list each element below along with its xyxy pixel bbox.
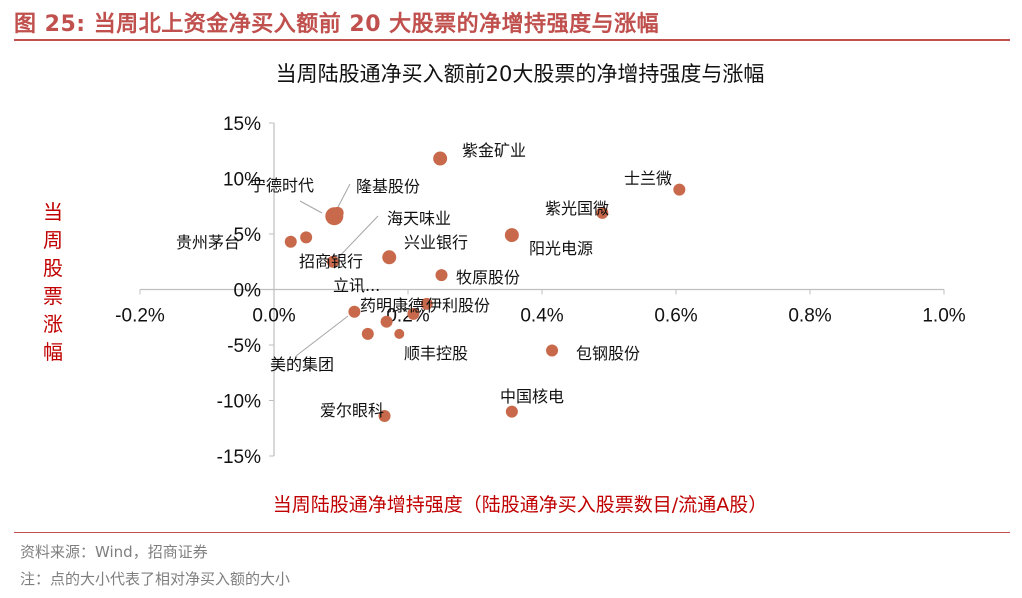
point-label: 兴业银行 bbox=[404, 233, 468, 252]
point-label: 牧原股份 bbox=[456, 268, 520, 287]
x-tick-label: 0.8% bbox=[788, 306, 831, 327]
x-tick-label: 0.0% bbox=[252, 306, 295, 327]
leader-line bbox=[295, 315, 349, 357]
y-tick-label: 0% bbox=[234, 281, 262, 302]
data-point bbox=[382, 250, 397, 265]
data-point bbox=[380, 315, 393, 328]
data-point bbox=[433, 151, 448, 166]
point-label: 紫光国微 bbox=[545, 199, 609, 218]
data-point bbox=[673, 183, 686, 196]
x-tick-label: 0.4% bbox=[520, 306, 563, 327]
point-label: 阳光电源 bbox=[529, 239, 593, 258]
data-point bbox=[407, 307, 420, 320]
y-tick-label: 5% bbox=[234, 225, 262, 246]
x-tick-label: -0.2% bbox=[115, 306, 165, 327]
point-label: 立讯... bbox=[333, 276, 380, 295]
point-label: 中国核电 bbox=[500, 387, 564, 406]
data-point bbox=[348, 305, 361, 318]
point-label: 包钢股份 bbox=[576, 344, 640, 363]
data-point bbox=[435, 269, 448, 282]
y-tick-label: 10% bbox=[223, 170, 261, 191]
point-label: 宁德时代 bbox=[250, 176, 314, 195]
y-axis-label: 当周股票涨幅 bbox=[43, 200, 63, 364]
y-tick-label: -10% bbox=[217, 392, 261, 413]
data-point bbox=[331, 206, 344, 219]
point-label: 顺丰控股 bbox=[404, 344, 468, 363]
y-tick-label: -15% bbox=[217, 447, 261, 468]
data-point bbox=[378, 410, 391, 423]
leader-line bbox=[299, 200, 323, 214]
source-note: 资料来源：Wind，招商证券 bbox=[20, 543, 208, 561]
data-point bbox=[504, 228, 519, 243]
point-label: 美的集团 bbox=[270, 355, 334, 374]
x-tick-label: 0.6% bbox=[654, 306, 697, 327]
point-label: 爱尔眼科 bbox=[320, 401, 384, 420]
leader-line bbox=[333, 215, 379, 263]
data-point bbox=[420, 297, 433, 310]
data-point bbox=[361, 327, 374, 340]
point-label: 贵州茅台 bbox=[176, 233, 240, 252]
point-label: 紫金矿业 bbox=[462, 141, 526, 160]
data-point bbox=[284, 235, 297, 248]
leader-line bbox=[336, 183, 351, 210]
point-label: 药明康德 bbox=[360, 296, 424, 315]
point-label: 伊利股份 bbox=[426, 296, 490, 315]
y-tick-label: 15% bbox=[223, 114, 261, 135]
point-label: 士兰微 bbox=[624, 169, 672, 188]
point-label: 招商银行 bbox=[299, 252, 363, 271]
chart-title: 当周陆股通净买入额前20大股票的净增持强度与涨幅 bbox=[275, 62, 765, 86]
data-point bbox=[505, 405, 518, 418]
size-note: 注：点的大小代表了相对净买入额的大小 bbox=[20, 570, 291, 588]
data-point bbox=[546, 344, 559, 357]
figure-caption: 图 25: 当周北上资金净买入额前 20 大股票的净增持强度与涨幅 bbox=[14, 12, 660, 37]
data-point bbox=[394, 328, 405, 339]
caption-divider bbox=[14, 39, 1010, 41]
x-axis-label: 当周陆股通净增持强度（陆股通净买入股票数目/流通A股） bbox=[272, 494, 768, 516]
point-label: 海天味业 bbox=[387, 209, 451, 228]
data-point bbox=[596, 206, 609, 219]
data-point bbox=[300, 231, 313, 244]
point-label: 隆基股份 bbox=[356, 177, 420, 196]
x-tick-label: 1.0% bbox=[922, 306, 965, 327]
notes-divider bbox=[14, 532, 1010, 533]
y-tick-label: -5% bbox=[227, 336, 261, 357]
data-point bbox=[326, 255, 339, 268]
